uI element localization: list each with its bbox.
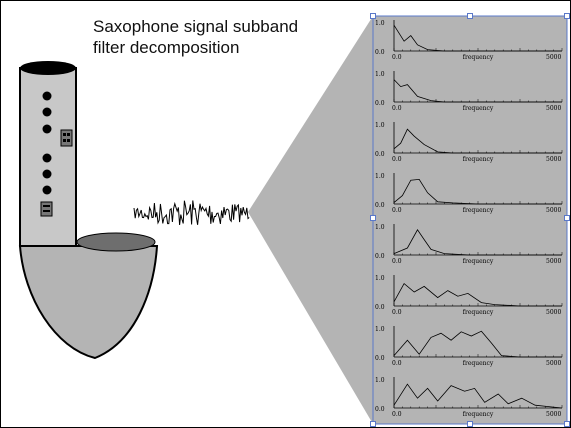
- y-bottom-label: 0.0: [375, 406, 385, 413]
- selection-frame: [370, 13, 570, 427]
- y-bottom-label: 0.0: [375, 100, 385, 107]
- subband-curve: [393, 178, 562, 205]
- y-bottom-label: 0.0: [375, 304, 385, 311]
- y-top-label: 1.0: [375, 275, 385, 282]
- y-top-label: 1.0: [375, 71, 385, 78]
- x-axis-label: frequency: [463, 156, 494, 163]
- y-top-label: 1.0: [375, 122, 385, 129]
- x-axis-label: frequency: [463, 360, 494, 367]
- x-right-label: 5000: [546, 54, 561, 61]
- tube-mouth: [20, 61, 76, 75]
- expansion-cone: [248, 16, 373, 424]
- y-top-label: 1.0: [375, 326, 385, 333]
- x-axis-label: frequency: [463, 105, 494, 112]
- panel-background: [372, 15, 568, 425]
- saxophone-keys: [40, 129, 73, 217]
- y-top-label: 1.0: [375, 173, 385, 180]
- y-bottom-label: 0.0: [375, 49, 385, 56]
- bell-opening: [76, 232, 156, 252]
- saxophone-bell: [18, 245, 159, 360]
- x-axis-label: frequency: [463, 258, 494, 265]
- x-axis-label: frequency: [463, 54, 494, 61]
- x-right-label: 5000: [546, 207, 561, 214]
- x-left-label: 0.0: [392, 105, 402, 112]
- diagram-caption: Saxophone signal subband filter decompos…: [93, 17, 299, 57]
- subband-curve: [393, 128, 562, 154]
- x-left-label: 0.0: [392, 360, 402, 367]
- y-top-label: 1.0: [375, 377, 385, 384]
- x-axis-label: frequency: [463, 309, 494, 316]
- x-axis-label: frequency: [463, 411, 494, 418]
- y-bottom-label: 0.0: [375, 355, 385, 362]
- tone-holes: [42, 91, 52, 195]
- subband-curve: [393, 229, 562, 256]
- y-bottom-label: 0.0: [375, 253, 385, 260]
- subband-curve: [393, 79, 562, 103]
- subband-curve: [393, 24, 562, 52]
- y-top-label: 1.0: [375, 224, 385, 231]
- saxophone-waveform: [133, 200, 250, 226]
- x-right-label: 5000: [546, 360, 561, 367]
- y-bottom-label: 0.0: [375, 151, 385, 158]
- subband-curve: [393, 383, 563, 409]
- y-top-label: 1.0: [375, 20, 385, 27]
- x-left-label: 0.0: [392, 54, 402, 61]
- x-left-label: 0.0: [392, 411, 402, 418]
- x-left-label: 0.0: [392, 258, 402, 265]
- subband-panel: 1.0 0.0 0.0 frequency 5000 1.0 0.0 0.0 frequency…: [370, 13, 570, 427]
- subband-curve: [393, 330, 562, 358]
- x-right-label: 5000: [546, 105, 561, 112]
- x-right-label: 5000: [546, 411, 561, 418]
- x-right-label: 5000: [546, 156, 561, 163]
- x-left-label: 0.0: [392, 309, 402, 316]
- subband-curve: [393, 282, 562, 307]
- x-right-label: 5000: [546, 309, 561, 316]
- x-right-label: 5000: [546, 258, 561, 265]
- x-left-label: 0.0: [392, 156, 402, 163]
- y-bottom-label: 0.0: [375, 202, 385, 209]
- x-left-label: 0.0: [392, 207, 402, 214]
- x-axis-label: frequency: [463, 207, 494, 214]
